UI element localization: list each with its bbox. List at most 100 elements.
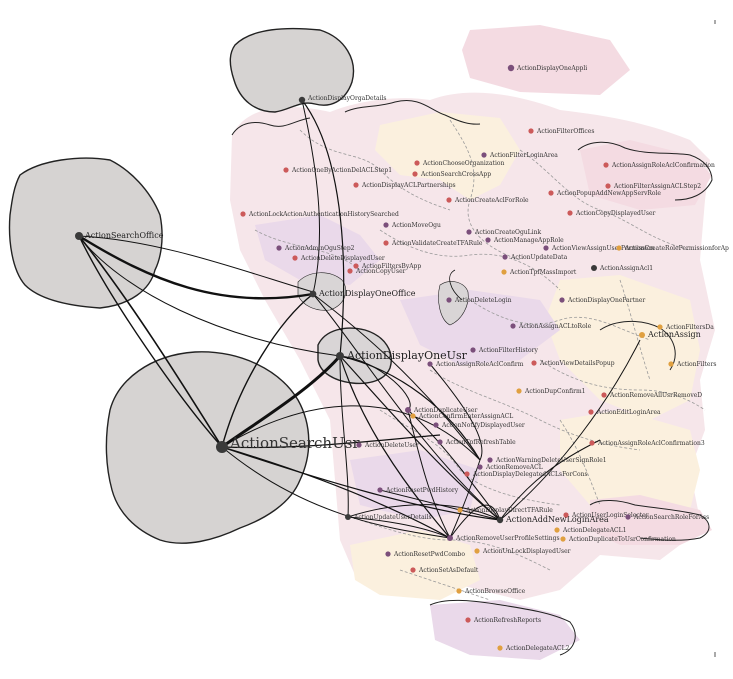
node-dot (559, 297, 565, 303)
node-dot (410, 567, 416, 573)
node-dot (75, 232, 83, 240)
node-label: ActionLockActionAuthenticationHistorySea… (248, 211, 399, 218)
node-dot (601, 392, 607, 398)
node-label: ActionDisplayOnePartner (567, 297, 645, 304)
node-label: ActionSetAsDefault (418, 567, 479, 574)
node-dot (410, 413, 416, 419)
node-label: ActionCreateRolePermissionforAp (624, 245, 729, 252)
node-dot (216, 441, 228, 453)
node-label: ActionTpfRefreshTable (445, 439, 516, 446)
node-label: ActionManageAppRole (493, 237, 564, 244)
edge (78, 235, 341, 357)
node-label: ActionDisplayACLPartnerships (361, 182, 456, 189)
region-left-outline (231, 117, 311, 136)
node-dot (487, 457, 493, 463)
edge (221, 434, 441, 449)
node-dot (309, 290, 317, 298)
node-label: ActionFilterLoginArea (489, 152, 558, 159)
node-dot (433, 422, 439, 428)
node-dot (481, 152, 487, 158)
node-label: ActionFiltersDa (665, 324, 714, 331)
node-label: ActionAssignACLtoRole (518, 323, 592, 330)
node-dot (502, 254, 508, 260)
node-dot (616, 245, 622, 251)
edge (407, 409, 451, 539)
edge (449, 504, 501, 539)
node-label: ActionUpdateData (510, 254, 568, 261)
node-label: ActionRemoveACL (485, 464, 543, 471)
node-dot (353, 263, 359, 269)
region-border (429, 369, 641, 451)
node-label: ActionFilterAssignACLStep2 (613, 183, 701, 190)
node-label: ActionSearchUsr (229, 434, 360, 452)
edge (347, 516, 451, 539)
node-dot (414, 160, 420, 166)
node-label: ActionDuplicateToUsrConfirmation (568, 536, 676, 543)
node-label: ActionAssignAcl1 (599, 265, 653, 272)
node-dot (657, 324, 663, 330)
edge (221, 405, 481, 461)
region-search-office (8, 157, 163, 309)
node-label: ActionResetPwdHistory (385, 487, 459, 494)
node-label: ActionUnLockDisplayedUser (482, 548, 571, 555)
node-dot (427, 361, 433, 367)
edge (78, 235, 314, 293)
node-label: ActionAssignRoleAclConfirmation3 (597, 440, 705, 447)
region-pink-br (590, 495, 712, 545)
node-label: ActionDisplayDirectTFARule (465, 507, 553, 514)
node-label: ActionDelegateACL1 (562, 527, 626, 534)
node-label: ActionRemoveUserProfileSettings (455, 535, 560, 542)
node-dot (447, 535, 453, 541)
graph-nodes: ActionDisplayOneAppli ActionDisplayOrgaD… (75, 64, 729, 652)
node-dot (485, 237, 491, 243)
edge (339, 355, 451, 539)
node-dot (589, 440, 595, 446)
node-label: ActionPopupAddNewAppServRole (556, 190, 661, 197)
region-border (449, 119, 521, 261)
node-label: ActionRefreshReports (473, 617, 541, 624)
node-label: ActionBrowseOffice (464, 588, 526, 595)
cluster-regions (8, 25, 715, 660)
node-dot (383, 240, 389, 246)
node-dot (531, 360, 537, 366)
region-cream-d (350, 530, 480, 600)
region-orga-details (229, 27, 355, 113)
edge (221, 293, 314, 448)
node-label: ActionAssignRoleAclConfirm (435, 361, 524, 368)
region-border (254, 229, 361, 271)
region-border (399, 569, 491, 601)
node-label: ActionAssign (647, 330, 701, 339)
node-dot (497, 645, 503, 651)
edge (339, 355, 481, 461)
node-dot (603, 162, 609, 168)
node-dot (446, 197, 452, 203)
edge (221, 446, 451, 539)
node-label: ActionViewDetailsPopup (539, 360, 615, 367)
node-label: ActionDisplayDelegatedACLsForCons (472, 471, 588, 478)
node-label: ActionMoveOgu (391, 222, 441, 229)
node-dot (356, 442, 362, 448)
node-label: ActionDeleteLogin (454, 297, 512, 304)
node-dot (437, 439, 443, 445)
node-label: ActionDisplayOneAppli (516, 65, 587, 72)
node-dot (507, 64, 515, 72)
node-dot (510, 323, 516, 329)
edge (347, 504, 501, 521)
edge (312, 293, 481, 461)
node-label: ActionAddNewLoginArea (505, 515, 609, 524)
node-dot (292, 255, 298, 261)
node-label: ActionViewAssignUserPermission (551, 245, 654, 252)
region-border (619, 279, 651, 381)
node-dot (385, 551, 391, 557)
node-dot (464, 471, 470, 477)
graph-edges (78, 99, 641, 539)
node-label: ActionUpdateUserDetails (353, 514, 432, 521)
region-pink-right (580, 140, 712, 210)
region-cream-b (545, 275, 700, 420)
region-pink-outline-br (589, 500, 710, 541)
node-dot (336, 352, 344, 360)
node-dot (457, 507, 463, 513)
edge (301, 99, 320, 295)
region-delete-login (438, 281, 469, 326)
